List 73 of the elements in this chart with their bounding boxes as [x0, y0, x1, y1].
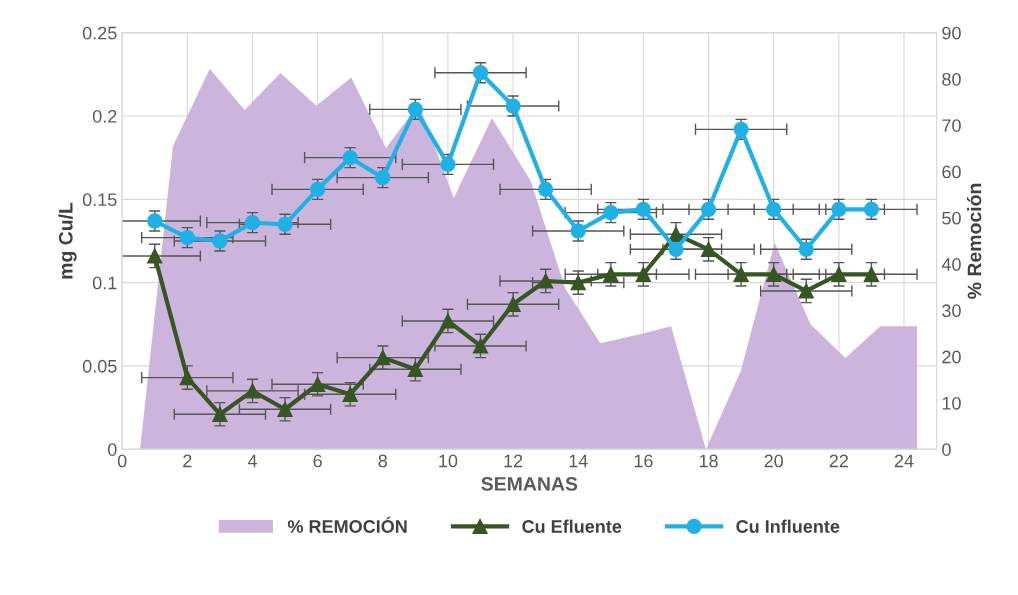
y2-tick-label: 40	[941, 258, 961, 271]
point	[407, 361, 423, 377]
point	[733, 266, 749, 282]
point	[603, 205, 619, 221]
x-tick-label: 0	[117, 454, 127, 468]
x-tick-label: 12	[504, 454, 523, 468]
legend-label: % REMOCIÓN	[287, 516, 407, 533]
x-tick-label: 22	[829, 454, 848, 468]
point	[309, 181, 326, 197]
point	[309, 376, 326, 392]
point	[635, 266, 652, 282]
y-axis-title: mg Cu/L	[58, 202, 77, 279]
point	[863, 201, 880, 217]
y2-tick-label: 80	[942, 72, 961, 86]
point	[766, 266, 782, 282]
point	[538, 273, 554, 289]
point	[505, 296, 521, 312]
point	[635, 201, 652, 217]
point	[440, 156, 456, 172]
x-tick-label: 24	[894, 454, 914, 468]
point	[700, 201, 717, 217]
x-tick-label: 18	[699, 454, 718, 468]
x-tick-label: 16	[634, 454, 653, 468]
y2-axis-title: % Remoción	[966, 183, 982, 299]
y-tick-label: 0.25	[82, 26, 117, 40]
legend-label: Cu Influente	[736, 519, 840, 533]
x-tick-label: 8	[378, 454, 387, 468]
point	[831, 201, 847, 217]
point	[440, 313, 456, 329]
point	[766, 201, 782, 217]
y-tick-label: 0.1	[92, 276, 117, 290]
point	[179, 230, 195, 246]
x-tick-label: 4	[247, 454, 257, 468]
point	[831, 266, 847, 282]
point	[277, 401, 293, 417]
point	[603, 266, 619, 282]
y2-tick-label: 60	[942, 165, 961, 179]
point	[668, 226, 684, 242]
y-tick-label: 0.05	[82, 359, 117, 373]
point	[342, 150, 358, 166]
y2-tick-label: 30	[942, 304, 961, 318]
x-tick-label: 6	[313, 454, 322, 468]
y2-tick-label: 70	[942, 119, 961, 132]
point	[375, 349, 391, 366]
x-tick-label: 2	[183, 454, 192, 468]
y2-tick-label: 20	[942, 350, 961, 364]
point	[863, 266, 880, 282]
point	[798, 283, 814, 299]
y2-tick-label: 10	[942, 396, 961, 410]
y-tick-label: 0.2	[92, 109, 117, 123]
x-tick-label: 14	[569, 454, 588, 468]
point	[244, 215, 261, 231]
point	[147, 248, 163, 264]
y2-tick-label: 90	[942, 26, 961, 40]
y2-tick-label: 50	[942, 211, 961, 225]
point	[700, 241, 717, 257]
point	[375, 170, 391, 186]
point	[244, 383, 261, 399]
point	[179, 369, 195, 386]
y-tick-label: 0.15	[82, 193, 117, 207]
y-tick-label: 0	[107, 443, 117, 456]
point	[212, 406, 228, 422]
y2-tick-label: 0	[942, 443, 951, 456]
point	[733, 121, 749, 137]
point	[538, 181, 554, 197]
point	[472, 338, 489, 354]
x-tick-label: 10	[439, 454, 458, 468]
x-tick-label: 20	[764, 454, 784, 468]
x-axis-title: SEMANAS	[481, 476, 578, 491]
point	[570, 274, 586, 291]
point	[342, 386, 358, 402]
point	[277, 216, 293, 232]
legend-label: Cu Efluente	[522, 519, 622, 533]
